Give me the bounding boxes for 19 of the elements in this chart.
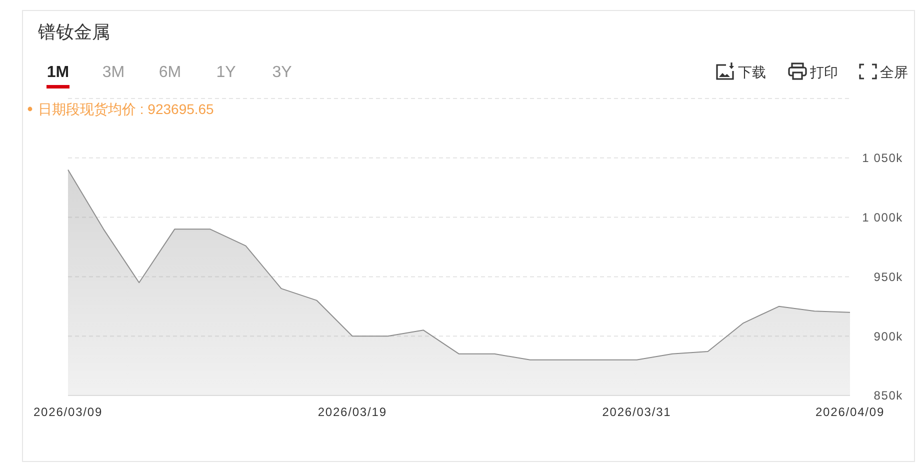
y-tick-label: 1 050k <box>862 151 903 166</box>
y-tick-label: 850k <box>874 388 903 403</box>
tab-label: 3Y <box>272 64 292 81</box>
button-label: 打印 <box>810 64 838 80</box>
y-tick-label: 900k <box>874 329 903 344</box>
x-tick-label: 2026/03/09 <box>33 405 103 419</box>
button-label: 全屏 <box>880 64 908 80</box>
x-tick-label: 2026/03/19 <box>318 405 387 419</box>
x-tick-label: 2026/03/31 <box>602 405 672 419</box>
x-tick-label: 2026/04/09 <box>815 405 885 419</box>
tab-label: 6M <box>158 64 182 81</box>
tab-label: 1M <box>46 64 70 81</box>
tab-label: 1Y <box>216 64 236 81</box>
y-tick-label: 950k <box>874 270 903 284</box>
title: 镨钕金属 <box>38 22 110 42</box>
note: 日期段现货均价 : 923695.65 <box>38 101 214 117</box>
tab-label: 3M <box>102 64 125 81</box>
y-tick-label: 1 000k <box>862 210 903 224</box>
button-label: 下载 <box>738 64 766 80</box>
